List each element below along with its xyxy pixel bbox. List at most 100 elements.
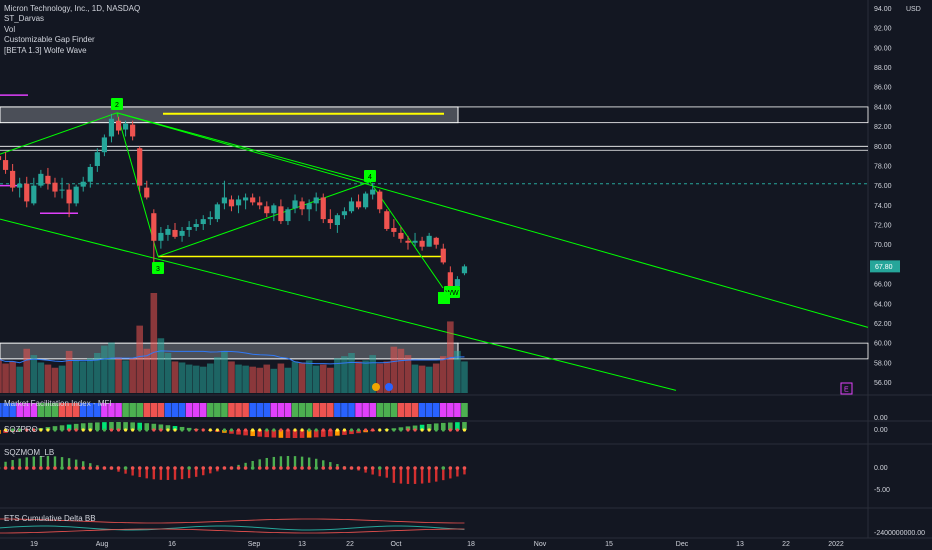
candle-body[interactable] [257,202,263,206]
candle-body[interactable] [412,240,418,243]
candle-body[interactable] [264,206,270,214]
candle-body[interactable] [2,160,9,170]
candle-body[interactable] [250,197,256,203]
candle-body[interactable] [80,181,86,187]
sqzpro-pane-label[interactable]: SQZPRO [4,425,38,434]
symbol-title[interactable]: Micron Technology, Inc., 1D, NASDAQ [4,4,141,13]
candle-body[interactable] [144,187,150,198]
candle-body[interactable] [398,232,404,239]
candle-body[interactable] [221,197,228,204]
sqzmom-bar [32,456,35,468]
sqzmom-bar [187,468,191,479]
candle-body[interactable] [31,185,37,204]
candle-body[interactable] [327,219,333,224]
event-icon[interactable] [385,383,393,391]
delta-pane-label[interactable]: ETS Cumulative Delta BB [4,514,96,523]
candle-body[interactable] [59,189,65,191]
candle-body[interactable] [370,189,376,195]
candle-body[interactable] [341,211,348,216]
candle-body[interactable] [447,272,453,289]
candle-body[interactable] [405,240,411,243]
volume-bar [411,364,419,393]
candle-body[interactable] [426,235,432,247]
indicator-gap-finder[interactable]: Customizable Gap Finder [4,35,95,45]
sqzpro-bar [236,430,241,435]
candle-body[interactable] [306,203,312,210]
candle-body[interactable] [115,120,122,131]
candle-body[interactable] [348,201,355,212]
mfi-bar [270,403,278,417]
sqzpro-bar [109,422,114,430]
candle-body[interactable] [0,156,2,161]
candle-body[interactable] [320,197,326,220]
candle-body[interactable] [454,279,460,287]
candle-body[interactable] [130,124,136,137]
candle-body[interactable] [299,201,305,210]
candle-body[interactable] [108,118,115,137]
candle-body[interactable] [313,197,319,204]
candle-body[interactable] [66,189,72,204]
candle-body[interactable] [179,230,185,236]
candle-body[interactable] [73,186,79,204]
candle-body[interactable] [172,229,178,237]
candle-body[interactable] [17,183,23,188]
candle-body[interactable] [278,206,284,222]
candle-body[interactable] [200,219,206,225]
sqzmom-pane-label[interactable]: SQZMOM_LB [4,448,55,457]
candle-body[interactable] [52,182,58,192]
sqzmom-dot [335,466,340,470]
mfi-pane-label[interactable]: Market Facilitation Index - MFI [4,399,112,408]
candle-body[interactable] [228,199,235,207]
candle-body[interactable] [271,205,277,214]
candle-body[interactable] [24,183,30,202]
volume-bar [327,367,334,393]
candle-body[interactable] [292,200,298,209]
candle-body[interactable] [38,173,44,186]
sqzmom-dot [24,466,29,470]
indicator-st-darvas[interactable]: ST_Darvas [4,14,45,24]
candle-body[interactable] [137,148,143,186]
candle-body[interactable] [165,228,171,235]
candle-body[interactable] [377,191,383,210]
candle-body[interactable] [419,240,425,247]
sqzpro-bar [278,430,284,438]
sqzpro-bar [320,430,326,437]
candle-body[interactable] [193,224,199,227]
candle-body[interactable] [285,209,291,222]
candle-body[interactable] [122,123,129,130]
candle-body[interactable] [355,201,362,208]
event-icon[interactable] [372,383,380,391]
volume-bar [284,367,292,393]
candle-body[interactable] [207,217,213,220]
candle-body[interactable] [186,226,192,230]
volume-bar [192,365,200,393]
candle-body[interactable] [391,227,397,232]
sqzmom-dot [123,466,128,470]
candle-body[interactable] [10,170,16,188]
candle-body[interactable] [384,211,390,229]
mfi-bar [86,403,94,417]
candle-body[interactable] [235,199,242,206]
sqzmom-dot [88,466,93,470]
sqzpro-dot [272,428,276,432]
candle-body[interactable] [87,166,93,182]
volume-bar [129,358,136,393]
candle-body[interactable] [94,152,100,166]
candle-body[interactable] [151,213,157,241]
candle-body[interactable] [101,137,107,153]
candle-body[interactable] [158,232,164,241]
candle-body[interactable] [243,197,249,201]
candle-body[interactable] [433,237,439,245]
candle-body[interactable] [214,204,220,220]
earnings-marker[interactable] [840,382,853,395]
candle-body[interactable] [363,193,369,208]
candle-body[interactable] [45,175,51,184]
indicator-wolfe-wave[interactable]: [BETA 1.3] Wolfe Wave [4,45,87,55]
candle-body[interactable] [461,266,468,274]
candle-body[interactable] [440,248,446,263]
sqzmom-dot [356,466,361,470]
mfi-bar [376,403,384,417]
candle-body[interactable] [334,215,340,226]
indicator-vol[interactable]: Vol [4,24,16,34]
